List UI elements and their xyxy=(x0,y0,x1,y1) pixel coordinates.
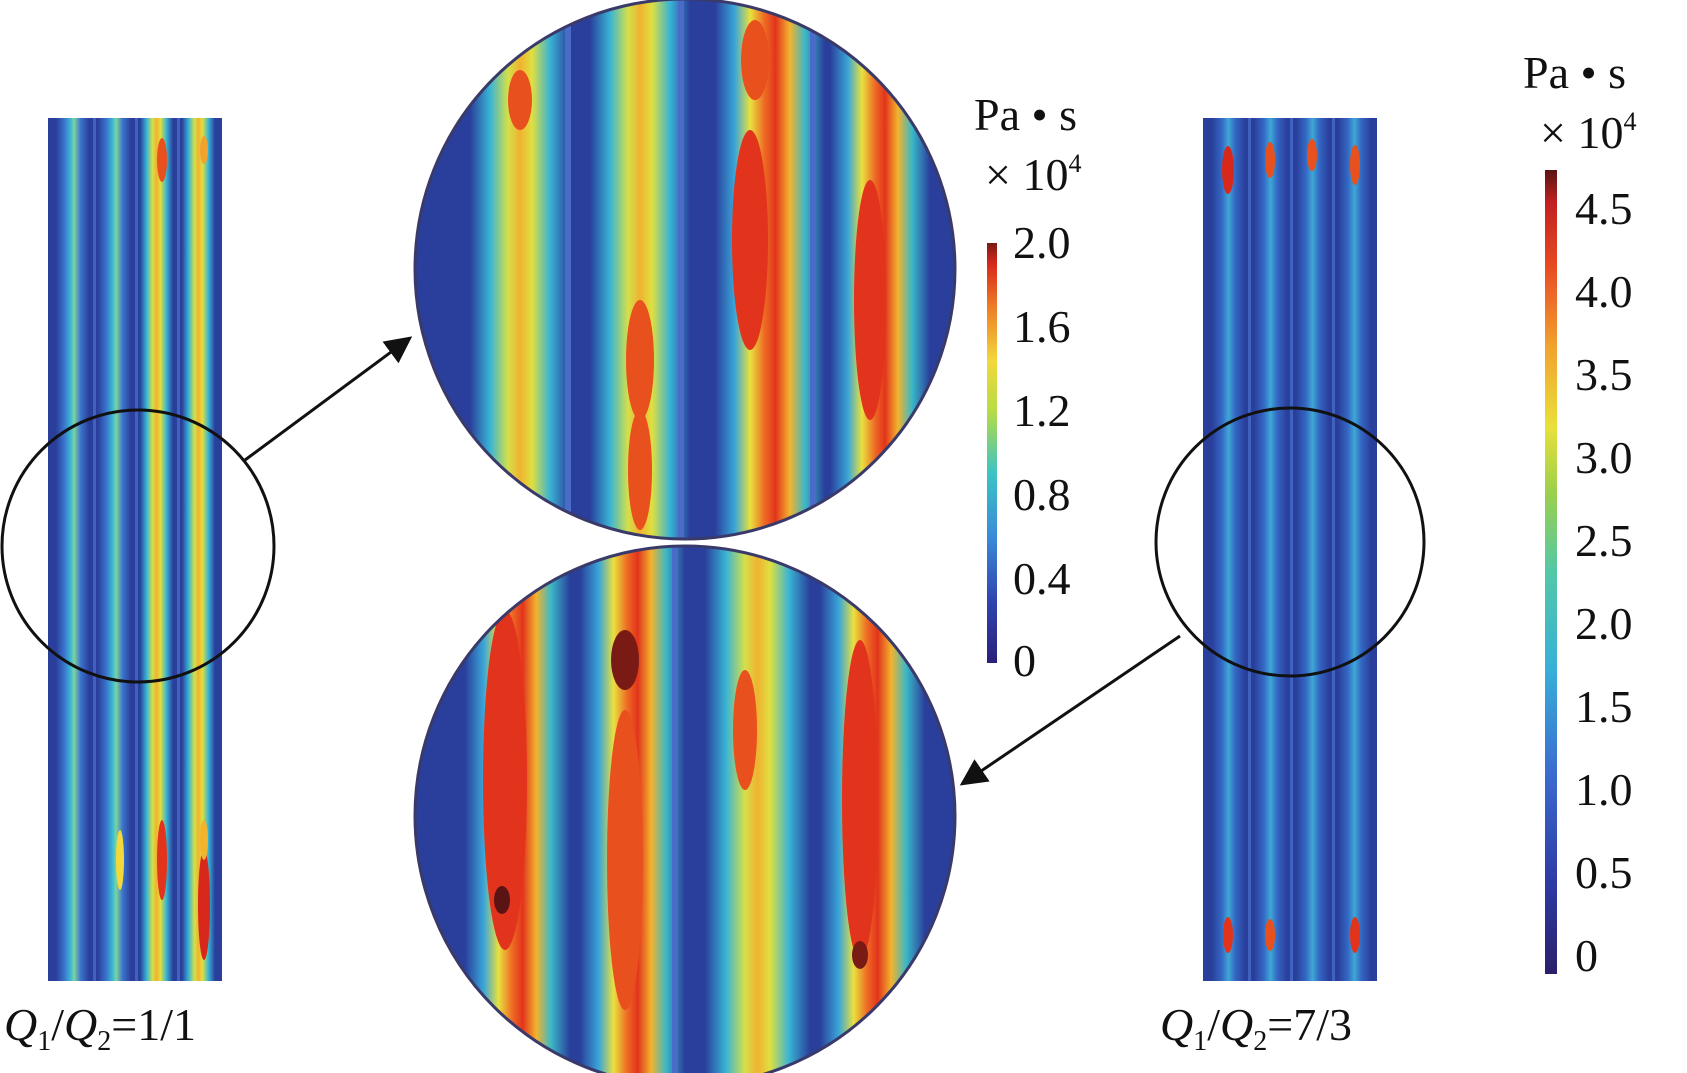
left-zoom-arrow xyxy=(244,336,413,462)
colorbar-large-tick: 1.0 xyxy=(1575,764,1633,815)
right-panel-field xyxy=(1203,118,1377,981)
colorbar-small-tick: 0.4 xyxy=(1013,553,1071,604)
left-panel-field xyxy=(48,118,222,981)
colorbar-small-tick: 0 xyxy=(1013,635,1036,686)
colorbar-small-tick: 1.6 xyxy=(1013,301,1071,352)
left-ratio-label: Q1/Q2=1/1 xyxy=(4,999,196,1057)
colorbar-small: Pa • s × 104 2.0 1.6 1.2 0.8 0.4 0 xyxy=(974,89,1081,686)
bottom-zoom-circle xyxy=(413,544,957,1073)
top-zoom-field xyxy=(415,0,955,539)
colorbar-large-tick: 0.5 xyxy=(1575,847,1633,898)
colorbar-small-unit: Pa • s xyxy=(974,89,1077,140)
colorbar-small-tick: 1.2 xyxy=(1013,385,1071,436)
colorbar-large-tick: 0 xyxy=(1575,930,1598,981)
colorbar-small-tick: 2.0 xyxy=(1013,217,1071,268)
right-zoom-arrow xyxy=(959,634,1181,786)
colorbar-large-tick: 3.5 xyxy=(1575,349,1633,400)
colorbar-small-tick: 0.8 xyxy=(1013,469,1071,520)
colorbar-large-tick: 2.5 xyxy=(1575,515,1633,566)
colorbar-large-unit: Pa • s xyxy=(1523,47,1626,98)
right-ratio-label: Q1/Q2=7/3 xyxy=(1160,999,1352,1057)
colorbar-large-scale: × 104 xyxy=(1540,107,1636,158)
colorbar-large-tick: 4.5 xyxy=(1575,183,1633,234)
colorbar-large-tick: 4.0 xyxy=(1575,266,1633,317)
top-zoom-circle xyxy=(413,0,957,541)
right-zoom-circle xyxy=(1154,406,1426,678)
left-zoom-circle xyxy=(0,408,276,684)
colorbar-small-scale: × 104 xyxy=(985,149,1081,200)
colorbar-large: Pa • s × 104 4.5 4.0 3.5 3.0 2.5 2.0 1.5… xyxy=(1523,47,1636,981)
colorbar-large-tick: 2.0 xyxy=(1575,598,1633,649)
colorbar-small-gradient xyxy=(987,243,997,663)
colorbar-large-gradient xyxy=(1545,170,1557,974)
colorbar-large-tick: 1.5 xyxy=(1575,681,1633,732)
bottom-zoom-field xyxy=(415,546,955,1073)
colorbar-large-tick: 3.0 xyxy=(1575,432,1633,483)
